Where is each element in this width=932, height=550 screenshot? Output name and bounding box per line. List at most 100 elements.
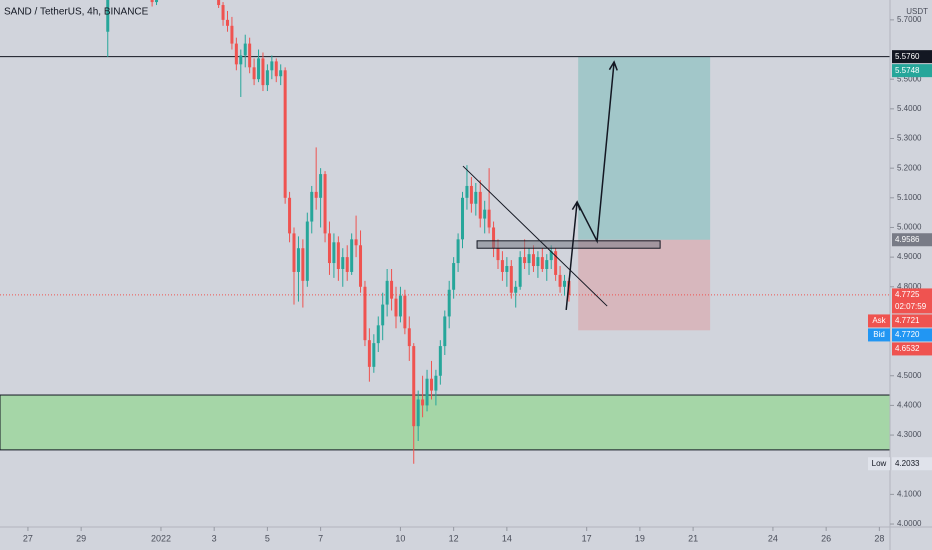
candle-body	[323, 174, 327, 234]
candle-body	[461, 197, 465, 240]
y-tick-label: 5.5000	[897, 74, 922, 83]
candle-body	[221, 5, 225, 20]
chart-title: SAND / TetherUS, 4h, BINANCE	[4, 7, 149, 18]
candle-body	[434, 375, 438, 391]
candle-body	[376, 325, 380, 344]
arrow	[576, 61, 615, 244]
candle-body	[447, 289, 451, 317]
candle-body	[545, 260, 549, 269]
candle-body	[523, 257, 527, 264]
target-zone	[578, 57, 711, 240]
candle-body	[456, 239, 460, 264]
candle-body	[292, 233, 296, 272]
candle-body	[421, 399, 425, 406]
price-label-box	[892, 457, 932, 471]
candle-body	[540, 257, 544, 269]
x-tick-label: 17	[582, 533, 592, 543]
candle-body	[274, 61, 278, 77]
x-tick-label: 26	[821, 533, 831, 543]
y-tick-label: 4.1000	[897, 489, 922, 498]
y-tick-label: 4.3000	[897, 430, 922, 439]
x-tick-label: 28	[874, 533, 884, 543]
candle-body	[296, 248, 300, 272]
candle-body	[412, 346, 416, 427]
candle-body	[217, 0, 221, 6]
candle-body	[483, 209, 487, 219]
y-tick-label: 4.0000	[897, 519, 922, 528]
candle-body	[239, 55, 243, 65]
y-unit: USDT	[906, 7, 928, 16]
price-label-box	[892, 64, 932, 78]
candle-body	[398, 295, 402, 317]
plot-area	[0, 0, 890, 464]
candle-body	[301, 248, 305, 281]
price-tag: Bid	[873, 330, 885, 339]
candle-body	[234, 43, 238, 65]
candle-body	[385, 280, 389, 305]
candle-body	[527, 254, 531, 264]
candle-body	[354, 239, 358, 246]
candle-body	[230, 25, 234, 44]
price-tag-box	[868, 314, 890, 328]
price-label: 4.7720	[895, 330, 920, 339]
price-label-box	[892, 50, 932, 64]
arrow	[565, 201, 578, 310]
candle-body	[372, 343, 376, 367]
candle-body	[549, 251, 553, 261]
candle-body	[155, 0, 159, 3]
x-tick-label: 19	[635, 533, 645, 543]
candle-body	[469, 185, 473, 204]
support-zone	[0, 394, 890, 451]
candle-body	[500, 260, 504, 272]
price-tag: Low	[872, 459, 887, 468]
candle-body	[416, 399, 420, 427]
price-tag: Ask	[872, 316, 886, 325]
x-tick-label: 3	[212, 533, 217, 543]
candle-body	[319, 174, 323, 198]
candle-body	[478, 191, 482, 219]
candle-body	[407, 328, 411, 347]
y-tick-label: 4.8000	[897, 282, 922, 291]
price-label: 5.5760	[895, 52, 920, 61]
candle-body	[429, 378, 433, 391]
candle-body	[452, 263, 456, 290]
candle-body	[288, 197, 292, 234]
candle-body	[558, 274, 562, 287]
candle-body	[265, 70, 269, 86]
y-tick-label: 5.7000	[897, 15, 922, 24]
price-label-box	[892, 288, 932, 314]
candle-body	[505, 266, 509, 272]
candle-body	[225, 19, 229, 26]
x-tick-label: 12	[449, 533, 459, 543]
price-label-box	[892, 328, 932, 342]
x-tick-label: 29	[76, 533, 86, 543]
y-tick-label: 5.2000	[897, 163, 922, 172]
x-tick-label: 27	[23, 533, 33, 543]
y-tick-label: 4.9000	[897, 252, 922, 261]
y-tick-label: 5.3000	[897, 134, 922, 143]
candle-body	[150, 0, 154, 3]
trendline	[462, 165, 608, 307]
candle-body	[283, 70, 287, 198]
candle-body	[279, 70, 283, 77]
y-tick-label: 4.4000	[897, 401, 922, 410]
price-label-box	[892, 342, 932, 356]
candle-body	[443, 316, 447, 347]
candle-body	[363, 286, 367, 341]
candle-body	[345, 257, 349, 272]
candle-body	[563, 280, 567, 287]
candle-body	[314, 191, 318, 198]
price-label-box	[892, 233, 932, 247]
price-tag-box	[868, 328, 890, 342]
y-tick-label: 5.4000	[897, 104, 922, 113]
candle-body	[243, 43, 247, 56]
candle-body	[531, 254, 535, 267]
candle-body	[305, 221, 309, 281]
price-label: 4.7725	[895, 290, 920, 299]
candle-body	[327, 233, 331, 264]
candle-body	[509, 266, 513, 293]
candle-body	[257, 58, 261, 80]
range-box	[476, 240, 661, 249]
stop-zone	[578, 239, 711, 331]
